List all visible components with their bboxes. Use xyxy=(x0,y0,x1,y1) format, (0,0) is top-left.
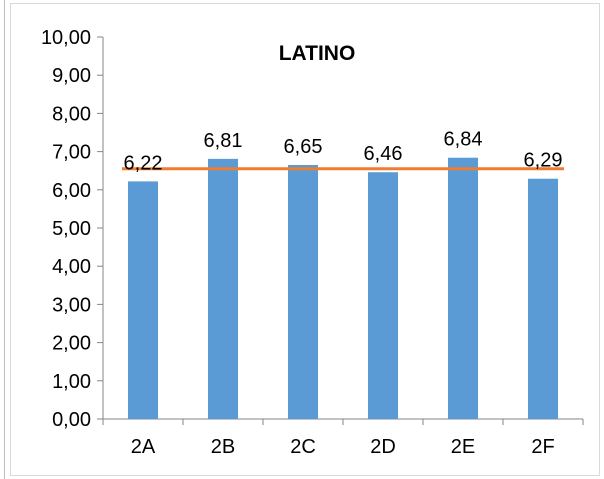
bar-2D xyxy=(368,172,398,419)
y-tick-label: 7,00 xyxy=(52,142,91,164)
x-tick-label: 2B xyxy=(211,436,235,458)
data-label-2C: 6,65 xyxy=(284,136,323,158)
y-tick-label: 0,00 xyxy=(52,409,91,431)
x-tick-label: 2F xyxy=(531,436,554,458)
bar-2F xyxy=(528,178,558,419)
data-label-2F: 6,29 xyxy=(524,150,563,172)
bar-2A xyxy=(128,181,158,419)
y-tick-label: 6,00 xyxy=(52,180,91,202)
bar-2E xyxy=(448,157,478,419)
x-tick-label: 2A xyxy=(131,436,156,458)
x-tick-label: 2D xyxy=(370,436,396,458)
y-tick-label: 4,00 xyxy=(52,256,91,278)
bars-group xyxy=(128,157,558,419)
y-tick-label: 5,00 xyxy=(52,218,91,240)
axes-group: 0,00 1,00 2,00 3,00 4,00 5,00 6,00 7,00 8,00 9,00… xyxy=(41,27,584,458)
y-tick-label: 3,00 xyxy=(52,294,91,316)
bar-2B xyxy=(208,158,238,419)
data-label-2A: 6,22 xyxy=(124,152,163,174)
y-tick-label: 10,00 xyxy=(41,27,91,49)
chart-title: LATINO xyxy=(279,42,356,65)
y-tick-label: 9,00 xyxy=(52,65,91,87)
data-label-2E: 6,84 xyxy=(444,129,483,151)
left-border-line xyxy=(4,0,5,479)
y-tick-label: 8,00 xyxy=(52,103,91,125)
y-tick-label: 2,00 xyxy=(52,333,91,355)
data-labels-group: 6,22 6,81 6,65 6,46 6,84 6,29 xyxy=(124,129,563,175)
y-tick-label: 1,00 xyxy=(52,371,91,393)
chart-area-border xyxy=(10,3,600,476)
x-tick-label: 2C xyxy=(290,436,316,458)
data-label-2D: 6,46 xyxy=(364,143,403,165)
data-label-2B: 6,81 xyxy=(204,130,243,152)
bar-2C xyxy=(288,164,318,419)
x-tick-label: 2E xyxy=(451,436,475,458)
